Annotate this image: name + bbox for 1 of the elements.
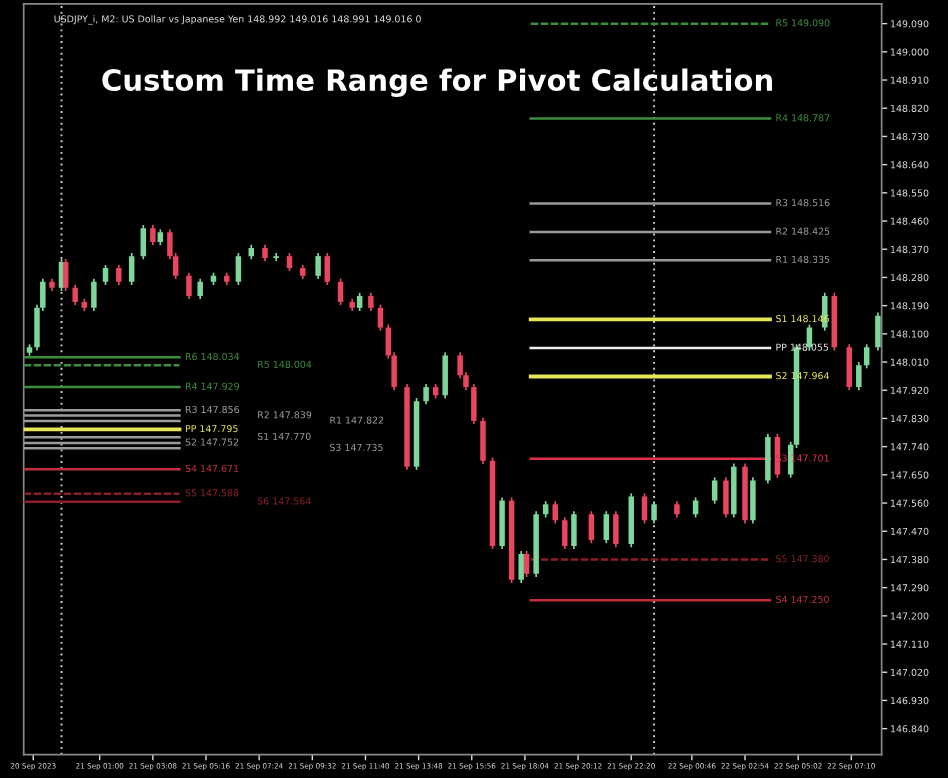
text: Custom Time Range for Pivot Calculation xyxy=(102,68,772,97)
